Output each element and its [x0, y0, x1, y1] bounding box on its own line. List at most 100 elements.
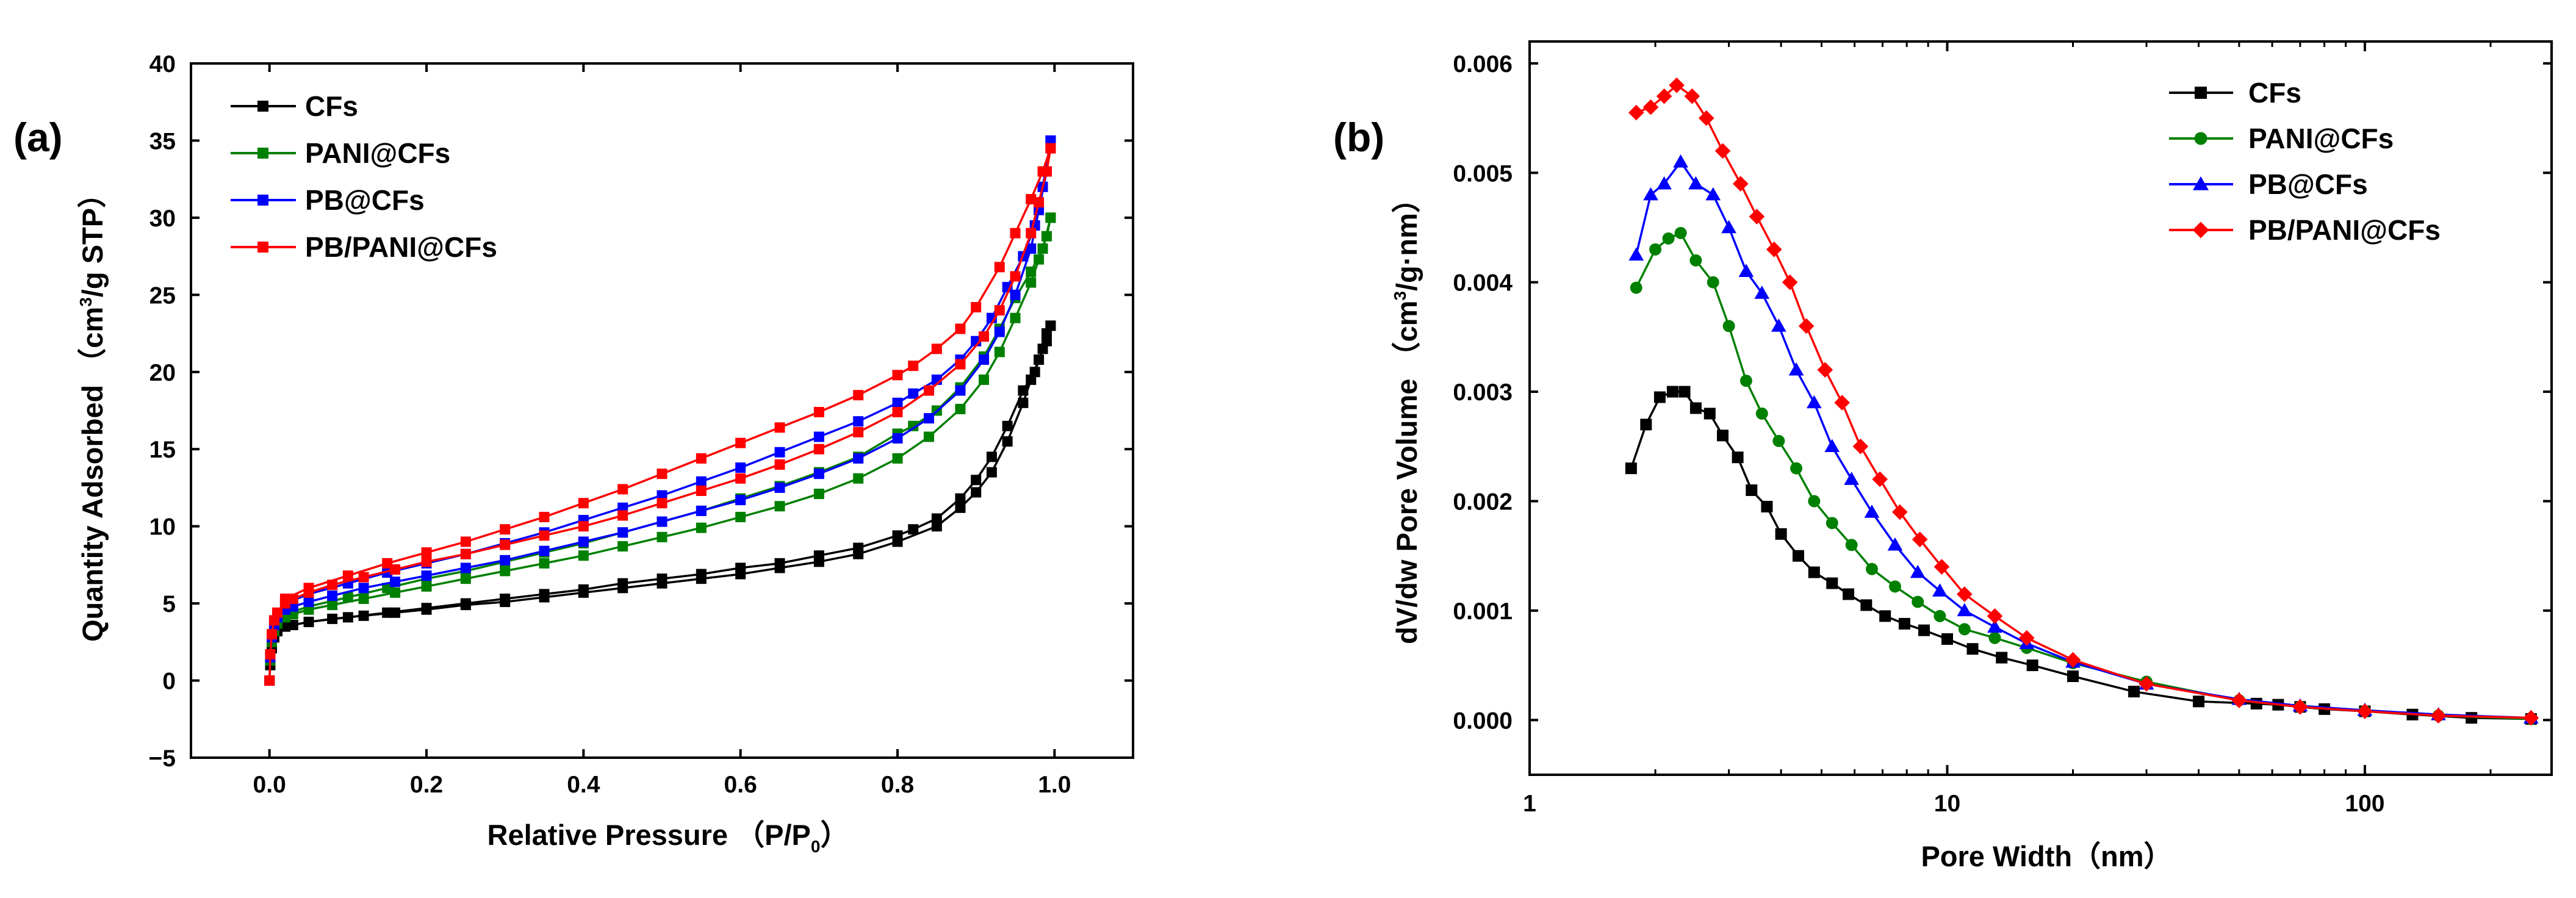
series-point	[1887, 537, 1903, 551]
series-point	[2523, 709, 2539, 726]
series-point	[1782, 274, 1798, 290]
adsorption-point	[272, 607, 283, 618]
series-point	[1714, 143, 1731, 159]
series-point	[1707, 276, 1719, 289]
desorption-point	[578, 584, 589, 595]
adsorption-point	[955, 403, 966, 414]
desorption-point	[382, 583, 393, 594]
x-axis-title-subscript: 0	[811, 837, 821, 856]
adsorption-point	[390, 564, 401, 575]
series-point	[1640, 418, 1652, 431]
y-tick-label: 0.003	[1453, 379, 1513, 406]
series-point	[1898, 617, 1910, 630]
series-point	[1740, 375, 1752, 387]
desorption-point	[1041, 328, 1052, 339]
adsorption-point	[955, 359, 966, 370]
y-axis-title-end: /g·nm）	[1391, 184, 1423, 291]
desorption-point	[657, 469, 667, 480]
series-point	[2026, 659, 2038, 672]
adsorption-point	[853, 473, 864, 484]
desorption-point	[892, 397, 903, 408]
adsorption-point	[617, 541, 628, 552]
adsorption-point	[421, 556, 432, 567]
adsorption-point	[1010, 289, 1021, 300]
desorption-point	[1026, 194, 1037, 205]
series-point	[1806, 395, 1822, 409]
legend-marker	[2195, 87, 2207, 99]
desorption-point	[696, 476, 707, 487]
series-point	[1958, 623, 1971, 636]
series-2	[264, 135, 1056, 686]
x-axis-title: Pore Width（nm）	[1921, 840, 2172, 872]
adsorption-point	[500, 566, 511, 577]
adsorption-point	[539, 558, 550, 569]
desorption-point	[908, 524, 919, 535]
series-point	[1689, 402, 1702, 414]
x-tick-label: 0.8	[881, 772, 914, 798]
y-axis-title: dV/dw Pore Volume （cm3/g·nm）	[1391, 184, 1423, 644]
x-tick-label: 0.2	[410, 772, 443, 798]
adsorption-point	[267, 629, 278, 640]
series-point	[1746, 484, 1758, 497]
desorption-point	[853, 416, 864, 427]
y-tick-label: 20	[149, 360, 176, 386]
adsorption-point	[1010, 271, 1021, 282]
desorption-point	[735, 462, 746, 473]
series-point	[1912, 531, 1928, 548]
series-point	[1698, 110, 1714, 126]
series-point	[1934, 559, 1950, 575]
series-point	[1766, 242, 1782, 257]
adsorption-point	[265, 649, 276, 660]
adsorption-point	[994, 326, 1005, 337]
desorption-point	[853, 390, 864, 401]
y-axis-title-end: /g STP）	[76, 179, 109, 297]
adsorption-point	[774, 459, 785, 470]
desorption-point	[908, 361, 919, 372]
series-point	[1771, 318, 1786, 332]
series-point	[1872, 471, 1888, 487]
series-point	[2018, 630, 2035, 646]
desorption-point	[382, 558, 393, 569]
legend-label: PANI@CFs	[305, 137, 450, 169]
series-point	[1642, 99, 1659, 115]
y-tick-label: 0.006	[1453, 51, 1513, 77]
desorption-point	[1037, 166, 1048, 177]
adsorption-point	[1034, 197, 1045, 208]
series-point	[2139, 676, 2154, 692]
adsorption-point	[774, 501, 785, 512]
desorption-point	[1037, 243, 1048, 254]
adsorption-point	[696, 486, 707, 497]
adsorption-point	[696, 522, 707, 533]
desorption-line	[284, 217, 1052, 616]
desorption-point	[421, 547, 432, 558]
y-tick-label: −5	[149, 745, 176, 772]
y-axis-title-superscript: 3	[1391, 291, 1409, 301]
desorption-point	[696, 569, 707, 580]
desorption-line	[284, 148, 1052, 600]
panel-b: 1 10 100 0.000 0.001 0.002 0.003 0.004 0.005 0.00…	[1333, 40, 2553, 872]
desorption-point	[460, 536, 471, 547]
series-point	[1721, 220, 1736, 234]
y-tick-label: 40	[149, 51, 176, 77]
desorption-point	[774, 558, 785, 569]
adsorption-point	[1026, 228, 1037, 239]
desorption-point	[1002, 420, 1013, 431]
series-point	[1912, 595, 1924, 608]
adsorption-point	[853, 426, 864, 437]
series-point	[1891, 504, 1908, 520]
series-point	[1932, 583, 1948, 597]
series-line	[1636, 84, 2531, 719]
legend-marker	[257, 242, 268, 253]
series-point	[1674, 226, 1687, 239]
y-tick-label: 0	[162, 669, 176, 695]
desorption-point	[735, 437, 746, 448]
y-tick-label: 25	[149, 282, 176, 309]
adsorption-point	[1010, 312, 1021, 323]
desorption-point	[696, 453, 707, 464]
desorption-point	[1018, 385, 1029, 396]
series-point	[1852, 438, 1869, 454]
desorption-point	[908, 388, 919, 399]
series-point	[1772, 434, 1785, 447]
desorption-point	[986, 451, 997, 462]
